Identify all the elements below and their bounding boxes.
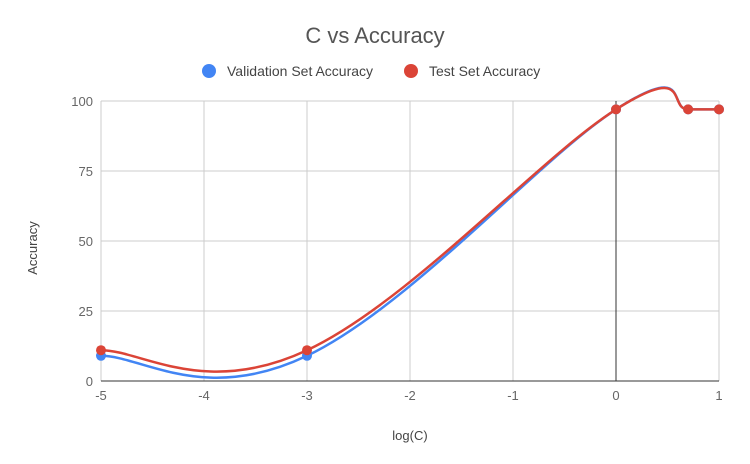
y-tick-label: 50 [79, 234, 93, 249]
gridlines [100, 100, 720, 381]
y-tick-label: 0 [86, 374, 93, 389]
x-tick-label: -5 [95, 388, 107, 403]
legend-label-validation: Validation Set Accuracy [227, 63, 373, 79]
legend-item-validation[interactable]: Validation Set Accuracy [202, 63, 373, 79]
legend-marker-test [404, 64, 418, 78]
y-tick-label: 100 [71, 94, 93, 109]
series-test [96, 86, 724, 373]
y-tick-label: 25 [79, 304, 93, 319]
data-point[interactable] [714, 104, 724, 115]
legend-label-test: Test Set Accuracy [429, 63, 540, 79]
legend-marker-validation [202, 64, 216, 78]
x-tick-label: 1 [715, 388, 722, 403]
legend-item-test[interactable]: Test Set Accuracy [404, 63, 540, 79]
x-axis-ticks: -5 -4 -3 -2 -1 0 1 [95, 388, 722, 403]
series-layer [96, 86, 724, 379]
y-tick-label: 75 [79, 164, 93, 179]
data-point[interactable] [302, 345, 312, 356]
y-axis-ticks: 0 25 50 75 100 [71, 94, 93, 389]
x-tick-label: -1 [507, 388, 519, 403]
x-tick-label: -3 [301, 388, 313, 403]
x-axis-title: log(C) [392, 428, 427, 443]
x-tick-label: 0 [612, 388, 619, 403]
data-point[interactable] [611, 104, 621, 115]
x-tick-label: -4 [198, 388, 210, 403]
y-axis-title: Accuracy [25, 221, 40, 275]
chart-title: C vs Accuracy [305, 23, 444, 48]
data-point[interactable] [96, 345, 106, 356]
x-tick-label: -2 [404, 388, 416, 403]
legend: Validation Set Accuracy Test Set Accurac… [202, 63, 540, 79]
data-point[interactable] [683, 104, 694, 115]
